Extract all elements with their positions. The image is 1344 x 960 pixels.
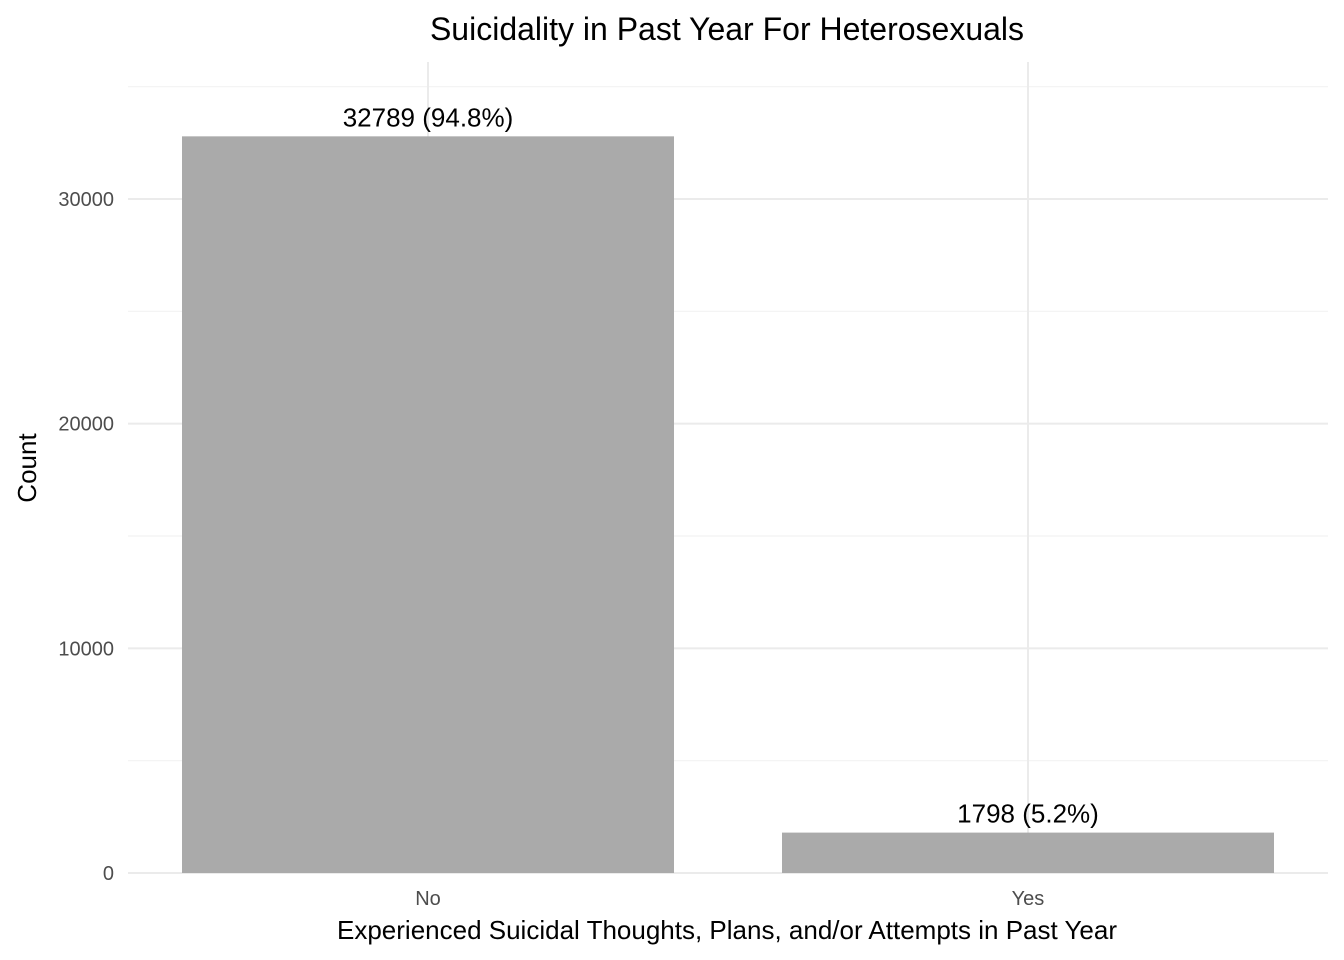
y-tick-label: 20000 [58,414,114,436]
y-tick-label: 10000 [58,638,114,660]
y-tick-label: 30000 [58,189,114,211]
chart-title: Suicidality in Past Year For Heterosexua… [430,11,1024,47]
data-label: 1798 (5.2%) [957,799,1099,829]
x-axis-title: Experienced Suicidal Thoughts, Plans, an… [337,915,1117,945]
bar-no [182,136,674,874]
y-axis-title: Count [12,433,42,503]
bars [182,136,1274,874]
y-tick-label: 0 [103,863,114,885]
x-tick-label: Yes [1012,888,1045,910]
x-tick-label: No [415,888,441,910]
data-labels: 32789 (94.8%) 1798 (5.2%) [343,102,1099,828]
x-axis-ticks: No Yes [415,888,1044,910]
y-axis-ticks: 0 10000 20000 30000 [58,189,114,885]
data-label: 32789 (94.8%) [343,102,514,132]
bar-yes [782,832,1274,873]
